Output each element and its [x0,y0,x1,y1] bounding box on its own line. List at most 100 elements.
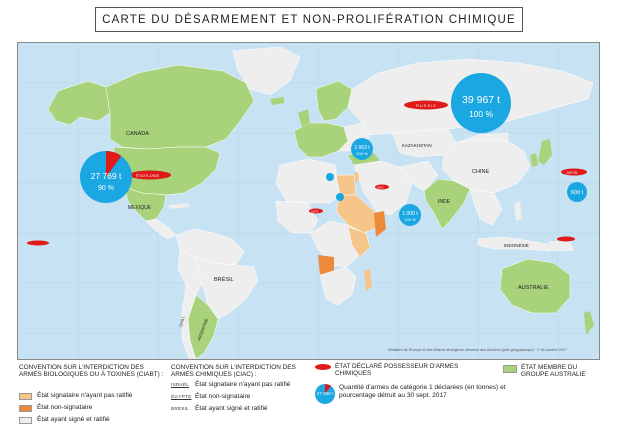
stockpile-india-percent: 100 % [404,217,416,222]
stockpile-usa-percent: 90 % [98,185,114,192]
label-canada: CANADA [126,131,149,137]
south-america [175,228,259,359]
japan [538,139,552,165]
legend-ciab-item-3: État ayant signé et ratifié [37,416,110,423]
possessor-marker-se-asia [557,236,575,242]
southern-africa [319,266,357,306]
new-guinea [548,241,574,251]
stockpile-russia-circle [451,73,511,133]
legend-ciab-swatch-1 [19,393,32,400]
legend-ciab-swatch-2 [19,405,32,412]
chile [181,284,197,359]
stockpile-russia: 39 967 t 100 % [451,73,511,133]
legend-quantity-sample: 27 000 t [316,391,334,396]
legend-ciab-item-1: État signataire n'ayant pas ratifié [37,392,133,399]
label-japon: JAPON [566,171,578,175]
legend-ciac-item-1: État signataire n'ayant pas ratifié [195,381,291,388]
mongolia [455,132,509,144]
stockpile-usa-tonnes: 27 769 t [91,171,122,181]
possessor-usa-marker [129,170,171,180]
oceania [499,241,594,335]
stockpile-india-circle [399,204,421,226]
brazil [193,256,259,320]
stockpile-russia-tonnes: 39 967 t [462,94,500,106]
legend-ciab-swatch-3 [19,417,32,424]
scandinavia [315,80,353,122]
greenland [232,46,301,96]
possessor-markers: RUSSIE ÉTATS-UNIS JAPON IRAQ LIBYE [27,100,587,246]
australia [499,258,571,314]
label-kazakhstan: KAZAKHSTAN [402,143,432,148]
possessor-marker-left [27,240,49,246]
label-mexique: MEXIQUE [128,205,152,211]
possessor-iraq-marker [375,184,389,190]
legend-quantity-slice [315,384,335,404]
stockpile-syria-region: 1 063 t 100 % [351,138,373,160]
iran-afghanistan [399,160,439,192]
legend-possessor-icon [315,364,331,370]
possessor-russia-marker [404,100,448,110]
north-america [47,46,301,240]
legend-ciac-sample-2: ÉGYPTE [171,394,192,399]
stockpile-india-tonnes: 1 000 t [402,211,418,217]
north-africa [275,158,341,204]
label-etats-unis: ÉTATS-UNIS [136,173,160,178]
stockpile-usa-remaining-slice [106,151,122,177]
alaska [47,80,111,126]
israel [354,172,359,182]
philippines [514,201,522,221]
sudan-horn [335,194,379,234]
stockpile-circles: 39 967 t 100 % 27 769 t 90 % 1 063 t 100… [80,73,587,226]
stockpile-iraq-circle [336,193,344,201]
stockpile-syria-region-tonnes: 1 063 t [354,145,370,151]
stockpile-japan-circle [567,182,587,202]
stockpile-japan-tonnes: 600 t [571,190,584,196]
label-iraq: IRAQ [377,186,383,190]
label-chine: CHINE [472,169,489,175]
legend: CONVENTION SUR L'INTERDICTION DES ARMES … [17,362,600,428]
madagascar [364,269,372,291]
label-australie: AUSTRALIE [518,285,549,291]
label-indonesie: INDONÉSIE [504,242,529,248]
legend-ciac-item-2: État non-signataire [195,393,251,400]
korea [530,153,538,167]
angola [318,255,334,275]
label-chili: CHILI [178,316,185,327]
map-canvas: CANADA MEXIQUE BRÉSIL CHILI ARGENTINE KA… [18,43,599,359]
western-europe [293,122,349,158]
indonesia [477,236,553,252]
legend-ciac-sample-3: BRÉSIL [171,406,190,411]
central-america [145,218,177,240]
possessor-libya-marker [309,208,323,214]
stockpile-libya-circle [326,173,334,181]
east-africa [347,226,371,258]
label-russie: RUSSIE [416,103,437,108]
southeast-asia [469,188,503,226]
canada [105,64,255,150]
possessor-japan-marker [561,168,587,176]
somalia [374,211,386,237]
legend-ciac-sample-1: ISRAËL [171,382,190,387]
stockpile-india: 1 000 t 100 % [399,204,421,226]
label-inde: INDE [438,199,451,205]
legend-ciac-title: CONVENTION SUR L'INTERDICTION DES ARMES … [171,364,296,379]
legend-possessor-label: ÉTAT DÉCLARÉ POSSESSEUR D'ARMES CHIMIQUE… [335,363,459,378]
legend-ciab-item-2: État non-signataire [37,404,93,411]
world-map: CANADA MEXIQUE BRÉSIL CHILI ARGENTINE KA… [17,42,600,360]
uk [298,109,310,127]
new-zealand [584,311,594,335]
west-africa [275,200,319,234]
map-credit: Ministère de l'Europe et des Affaires ét… [388,348,567,352]
iceland [270,97,284,105]
legend-australia-group-swatch [503,365,517,373]
stockpile-russia-percent: 100 % [469,109,494,119]
stockpile-japan: 600 t [567,182,587,202]
stockpile-syria-region-percent: 100 % [356,151,368,156]
stockpile-syria-region-circle [351,138,373,160]
cuba [168,203,190,209]
legend-australia-group-label: ÉTAT MEMBRE DU GROUPE AUSTRALIE [521,364,586,379]
legend-ciab-title: CONVENTION SUR L'INTERDICTION DES ARMES … [19,364,164,379]
label-libye: LIBYE [311,210,319,214]
india [423,178,471,230]
asia [335,128,553,252]
